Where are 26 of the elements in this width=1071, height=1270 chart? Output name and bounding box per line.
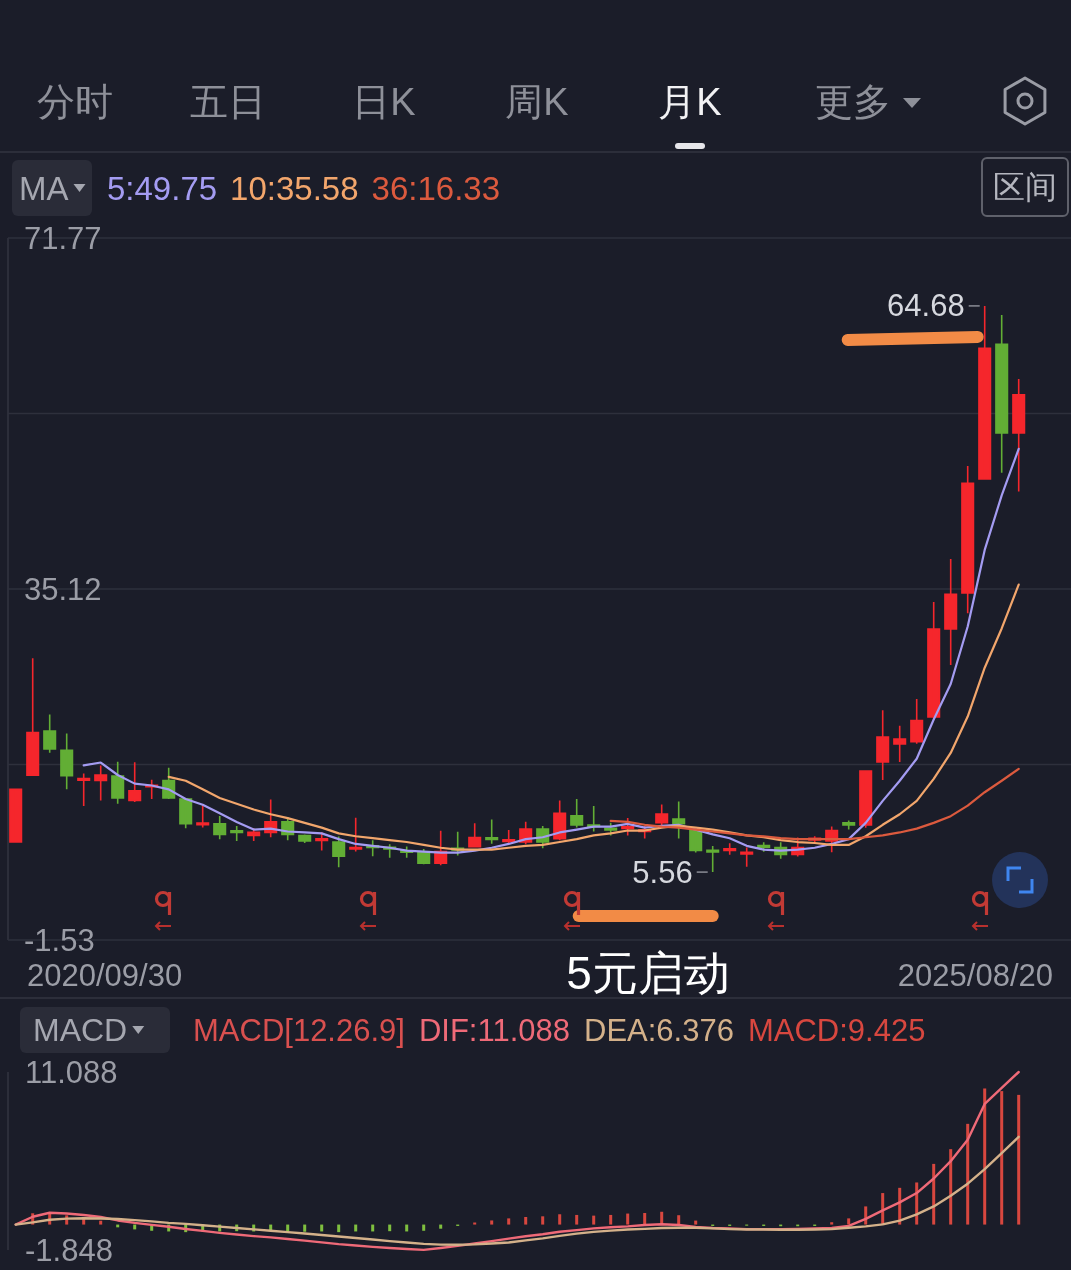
legend-title: MACD: [33, 1012, 128, 1048]
legend-title: MA: [19, 169, 69, 207]
y-tick-label: 71.77: [24, 220, 102, 256]
text: 区间: [993, 169, 1057, 205]
text: 5元启动: [566, 947, 730, 999]
y-tick-label: -1.848: [25, 1232, 113, 1268]
text: 5:49.75: [107, 169, 218, 207]
text: 36:16.33: [371, 169, 501, 207]
text: 更多: [815, 81, 891, 123]
text: 五日: [190, 81, 266, 123]
y-tick-label: -1.53: [24, 922, 95, 958]
text: 周K: [505, 81, 569, 123]
text: MACD:9.425: [747, 1012, 926, 1048]
text: 月K: [658, 81, 722, 123]
text: DIF:11.088: [418, 1012, 571, 1048]
y-tick-label: 11.088: [25, 1054, 118, 1090]
y-tick-label: 35.12: [24, 571, 102, 607]
text: DEA:6.376: [584, 1012, 734, 1048]
text: 日K: [352, 81, 416, 123]
annotation: 5.56: [632, 854, 693, 890]
text: 10:35.58: [230, 169, 359, 207]
chart-title: MACD[12.26.9]: [193, 1012, 405, 1048]
text: 分时: [37, 81, 113, 123]
text: 2025/08/20: [897, 957, 1053, 993]
text: 2020/09/30: [27, 957, 183, 993]
annotation: 64.68: [887, 288, 965, 324]
